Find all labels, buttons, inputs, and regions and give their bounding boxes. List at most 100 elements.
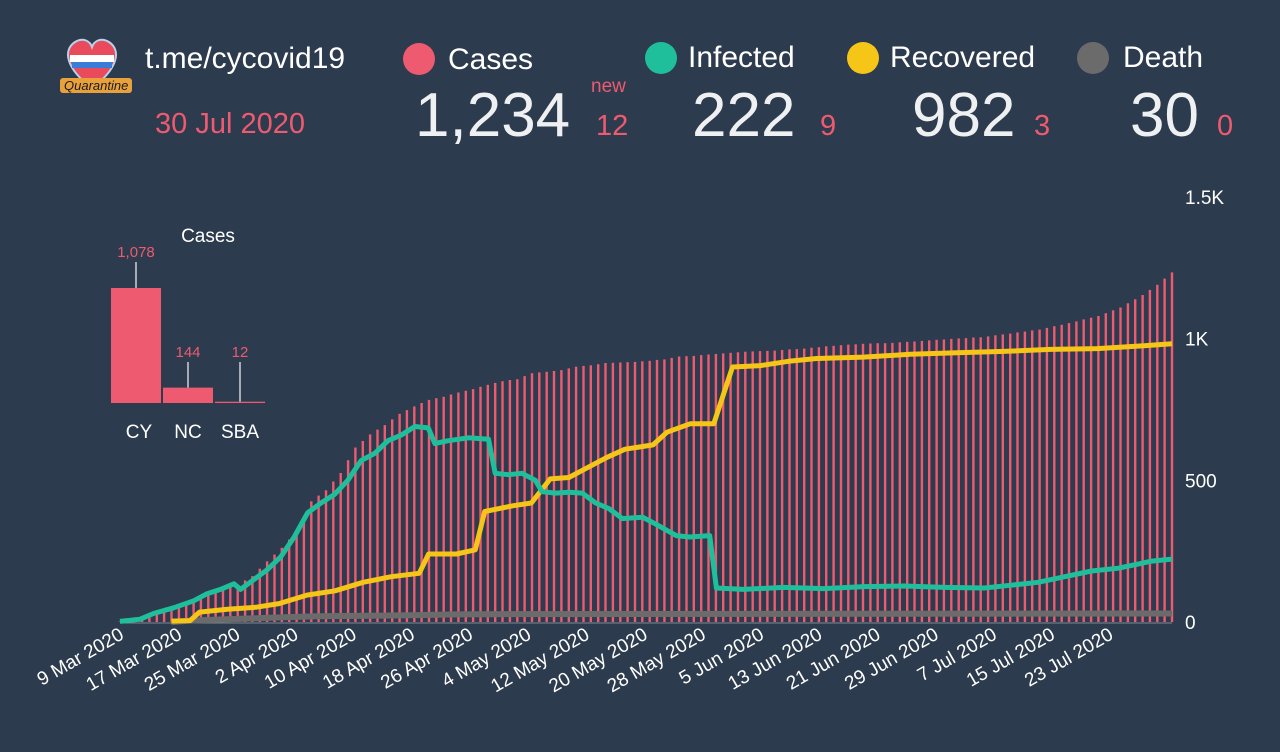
cases-bars xyxy=(118,272,1174,623)
cases-bar xyxy=(913,341,916,622)
cases-bar xyxy=(295,531,298,622)
inset-value-label: 12 xyxy=(232,344,249,361)
cases-bar xyxy=(869,343,872,622)
cases-bar xyxy=(942,339,946,622)
infected-delta: 9 xyxy=(820,110,837,142)
cases-bar xyxy=(692,355,695,622)
cases-label: Cases xyxy=(448,43,534,76)
cases-bar xyxy=(928,340,931,622)
cases-bar xyxy=(847,344,850,622)
infected-value: 222 xyxy=(692,81,796,150)
inset-bar xyxy=(111,288,161,403)
death-line xyxy=(171,610,1173,625)
cases-bar xyxy=(964,338,968,622)
cases-bar xyxy=(508,380,512,622)
cases-bar xyxy=(229,586,232,622)
cases-bar xyxy=(1141,295,1144,622)
recovered-line xyxy=(171,341,1173,624)
cases-bar xyxy=(545,371,548,622)
death-label: Death xyxy=(1123,41,1204,74)
cases-bar xyxy=(950,338,953,622)
cases-bar xyxy=(346,460,350,622)
cases-bar xyxy=(1104,313,1107,622)
cases-bar xyxy=(494,382,497,622)
cases-bar xyxy=(405,410,409,622)
cases-bar xyxy=(280,547,283,622)
death-value: 30 xyxy=(1130,81,1199,150)
cases-bar xyxy=(1097,316,1100,622)
cases-bar xyxy=(207,595,210,622)
cases-bar xyxy=(957,338,960,622)
cases-bar xyxy=(192,600,195,623)
cases-bar xyxy=(655,359,659,622)
cases-bar xyxy=(170,609,173,622)
cases-bar xyxy=(332,481,335,622)
cases-bar xyxy=(185,603,188,622)
cases-bar xyxy=(1001,334,1004,622)
cases-bar xyxy=(427,399,431,622)
cases-bar xyxy=(707,354,710,622)
cases-bar xyxy=(435,398,438,622)
recovered-value: 982 xyxy=(912,81,1016,150)
cases-bar xyxy=(236,584,239,622)
cases-bar xyxy=(1082,319,1085,622)
logo-text: Quarantine xyxy=(60,78,133,93)
inset-category-label: NC xyxy=(174,422,201,443)
cases-bar xyxy=(1016,332,1019,622)
cases-bar xyxy=(619,362,622,622)
cases-bar xyxy=(597,364,600,622)
inset-bar xyxy=(215,401,265,403)
recovered-label: Recovered xyxy=(890,41,1036,74)
cases-bar xyxy=(538,372,541,622)
cases-bar xyxy=(479,386,482,622)
cases-bar xyxy=(486,384,489,622)
cases-bar xyxy=(935,339,938,622)
cases-bar xyxy=(604,363,607,622)
cases-bar xyxy=(648,360,651,622)
death-legend-dot xyxy=(1077,42,1109,74)
cases-bar xyxy=(162,612,166,622)
cases-legend-dot xyxy=(403,43,435,75)
cases-bar xyxy=(273,554,276,622)
site-link[interactable]: t.me/cycovid19 xyxy=(145,42,346,75)
cases-bar xyxy=(670,357,673,622)
cases-bar xyxy=(1075,321,1078,622)
inset-category-label: SBA xyxy=(221,422,259,443)
cases-bar xyxy=(1060,324,1063,622)
infected-label: Infected xyxy=(688,41,795,74)
cases-delta: 12 xyxy=(596,110,629,142)
cases-bar xyxy=(1067,323,1071,622)
cases-bar xyxy=(1156,284,1159,622)
cases-bar xyxy=(302,516,306,622)
cases-bar xyxy=(677,356,681,622)
cases-bar xyxy=(751,351,754,622)
cases-bar xyxy=(854,344,857,622)
cases-bar xyxy=(552,371,556,622)
cases-bar xyxy=(560,370,563,622)
inset-bar xyxy=(163,387,213,403)
cases-bar xyxy=(736,352,740,622)
cases-bar xyxy=(611,362,615,623)
cases-bar xyxy=(118,621,122,622)
cases-bar xyxy=(214,592,217,622)
cases-bar xyxy=(773,350,776,622)
cases-bar xyxy=(920,340,924,622)
cases-bar xyxy=(148,616,151,622)
inset-cases-chart: Cases 1,078 CY 144 NC 12 SBA xyxy=(111,226,265,443)
cases-bar xyxy=(744,351,747,622)
cases-bar xyxy=(567,368,570,622)
cases-bar xyxy=(221,589,225,622)
infected-line xyxy=(119,424,1173,624)
cases-bar xyxy=(972,337,975,622)
cases-bar xyxy=(906,341,909,622)
cases-bar xyxy=(324,490,328,623)
cases-bar xyxy=(1148,289,1152,622)
cases-bar xyxy=(817,347,821,622)
death-delta: 0 xyxy=(1217,110,1234,142)
cases-value: 1,234 xyxy=(415,81,571,150)
cases-bar xyxy=(1134,299,1137,622)
inset-value-label: 144 xyxy=(175,344,200,361)
cases-bar xyxy=(310,501,313,622)
y-tick-label: 0 xyxy=(1185,613,1196,634)
